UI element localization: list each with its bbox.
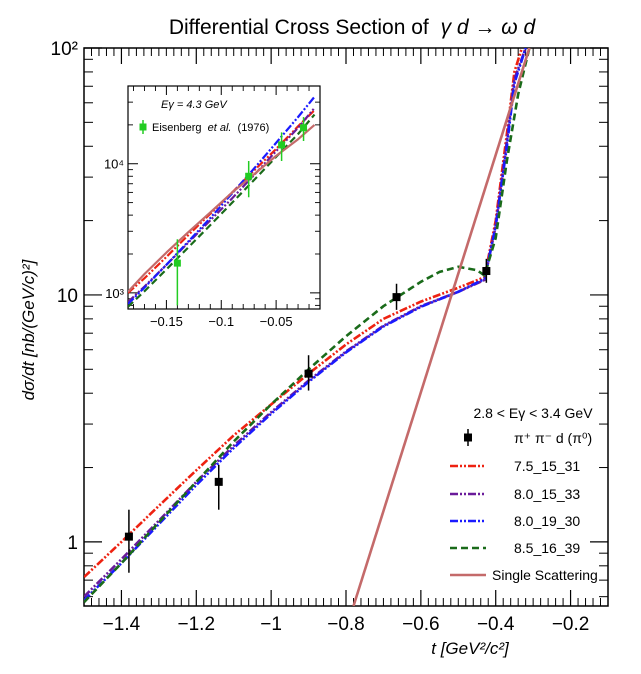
legend-header: 2.8 < Eγ < 3.4 GeV	[473, 405, 593, 421]
inset-series-line-8.5-16-39	[128, 113, 316, 308]
y-tick-label: 10	[57, 286, 78, 307]
y-axis-label: dσ/dt [nb/(GeV/c)²]	[19, 258, 38, 400]
data-point	[304, 369, 313, 378]
x-tick-label: −1.2	[178, 614, 216, 635]
series-line-8.5-16-39	[84, 48, 531, 604]
inset-series-line-single-scattering	[128, 124, 316, 293]
legend-entry-8.0_19_30: 8.0_19_30	[514, 513, 580, 529]
legend-entry-8.5_16_39: 8.5_16_39	[514, 540, 580, 556]
legend-entry-single-scattering: Single Scattering	[492, 567, 598, 583]
inset-data-points	[173, 117, 308, 306]
data-point	[392, 293, 401, 302]
inset-legend-prefix: Eisenberg	[152, 122, 202, 134]
inset-x-tick-label: −0.15	[150, 314, 183, 329]
inset-ticks	[128, 86, 320, 309]
series-line-single-scattering	[352, 48, 531, 606]
data-point	[482, 267, 491, 276]
inset-legend-entry: Eisenberg et al. (1976)	[152, 122, 269, 134]
x-tick-label: −1.4	[103, 614, 141, 635]
data-point	[124, 532, 133, 541]
chart-title-prefix: Differential Cross Section of	[169, 16, 429, 39]
inset-data-point	[173, 259, 181, 267]
legend-marker-data	[464, 429, 472, 446]
inset-series	[128, 96, 316, 308]
x-tick-label: −0.2	[552, 614, 590, 635]
legend-entry-7.5_15_31: 7.5_15_31	[514, 458, 580, 474]
chart-title-reaction: γ d → ω d	[441, 16, 537, 39]
legend-entry-data: π⁺ π⁻ d (π⁰)	[514, 430, 592, 446]
inset-legend-italic: et al.	[208, 122, 232, 134]
y-tick-label: 10²	[51, 39, 78, 60]
inset-energy-label: Eγ = 4.3 GeV	[161, 99, 228, 111]
x-tick-label: −0.4	[477, 614, 515, 635]
chart-title: Differential Cross Section of γ d → ω d	[169, 16, 537, 39]
inset-y-tick-label: 10³	[105, 286, 124, 301]
x-axis-label: t [GeV²/c²]	[431, 639, 510, 658]
inset-series-line-8.0-19-30	[128, 96, 316, 305]
main-data-points	[124, 258, 491, 573]
inset-x-tick-label: −0.1	[208, 314, 234, 329]
x-tick-label: −1	[260, 614, 282, 635]
series-line-7.5-15-31	[84, 48, 524, 579]
x-tick-label: −0.6	[402, 614, 440, 635]
x-tick-label: −0.8	[327, 614, 365, 635]
main-ticks	[83, 47, 609, 606]
inset-tick-labels: −0.15 −0.1 −0.05 10³ 10⁴	[104, 157, 293, 329]
inset-legend-suffix: (1976)	[238, 122, 270, 134]
inset-x-tick-label: −0.05	[260, 314, 293, 329]
main-series	[84, 48, 531, 606]
inset-data-point	[300, 124, 308, 132]
main-tick-labels: −1.4 −1.2 −1 −0.8 −0.6 −0.4 −0.2 1 10 10²	[51, 39, 590, 635]
data-point	[214, 477, 223, 486]
inset-legend-marker	[139, 120, 147, 134]
legend: 2.8 < Eγ < 3.4 GeV π⁺ π⁻ d (π⁰) 7.5_15_3…	[450, 405, 598, 583]
inset-data-point	[245, 172, 253, 180]
series-line-8.0-19-30	[84, 48, 527, 602]
y-tick-label: 1	[67, 533, 78, 554]
inset-y-tick-label: 10⁴	[104, 157, 124, 172]
inset-data-point	[278, 141, 286, 149]
legend-entry-8.0_15_33: 8.0_15_33	[514, 486, 580, 502]
